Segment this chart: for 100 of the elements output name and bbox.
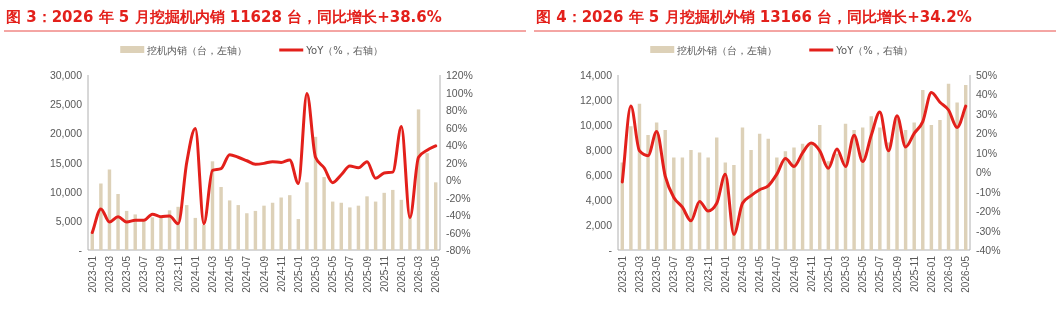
chart-title: 图 3：2026 年 5 月挖掘机内销 11628 台，同比增长+38.6% bbox=[6, 8, 442, 26]
bar bbox=[159, 216, 163, 250]
y-tick-label: 30,000 bbox=[49, 69, 83, 81]
x-tick-label: 2023-01 bbox=[86, 255, 98, 293]
bar bbox=[706, 157, 710, 250]
bar bbox=[305, 182, 309, 250]
y-tick-label: 10,000 bbox=[49, 185, 83, 198]
y2-tick-label: 40% bbox=[446, 139, 468, 151]
y2-tick-label: -80% bbox=[446, 244, 471, 256]
x-tick-label: 2023-11 bbox=[702, 255, 714, 292]
y-tick-label: 8,000 bbox=[585, 144, 613, 156]
x-tick-label: 2024-01 bbox=[189, 255, 201, 293]
x-tick-label: 2024-07 bbox=[771, 255, 783, 293]
x-tick-label: 2026-01 bbox=[395, 255, 407, 293]
x-tick-label: 2026-03 bbox=[943, 255, 955, 293]
bar bbox=[749, 150, 753, 250]
bar bbox=[365, 196, 369, 250]
y2-tick-label: 100% bbox=[446, 86, 473, 99]
y2-tick-label: -20% bbox=[446, 191, 471, 204]
x-tick-label: 2026-03 bbox=[413, 255, 425, 293]
y2-tick-label: 30% bbox=[976, 107, 998, 120]
x-tick-label: 2023-05 bbox=[651, 255, 663, 293]
x-tick-label: 2023-01 bbox=[616, 255, 628, 293]
bar bbox=[142, 220, 146, 250]
x-tick-label: 2023-03 bbox=[633, 255, 645, 293]
bar bbox=[245, 213, 249, 250]
y-tick-label: 12,000 bbox=[579, 94, 613, 106]
x-tick-label: 2024-03 bbox=[206, 255, 218, 293]
y2-tick-label: -40% bbox=[976, 244, 1001, 256]
y2-tick-label: -20% bbox=[976, 205, 1001, 218]
y2-tick-label: -60% bbox=[446, 226, 471, 239]
bar bbox=[852, 130, 856, 250]
bar bbox=[646, 135, 650, 250]
y-tick-label: - bbox=[78, 244, 83, 256]
bar bbox=[382, 192, 386, 250]
y-tick-label: 15,000 bbox=[49, 156, 83, 169]
x-tick-label: 2023-03 bbox=[103, 255, 115, 293]
y2-tick-label: 0% bbox=[446, 174, 462, 186]
line-series bbox=[620, 91, 968, 236]
bar bbox=[219, 187, 223, 250]
x-tick-label: 2023-11 bbox=[172, 255, 184, 292]
legend-label: 挖机内销（台，左轴） bbox=[147, 45, 248, 56]
bar bbox=[279, 197, 283, 250]
bar bbox=[878, 127, 882, 250]
y-tick-label: 4,000 bbox=[585, 194, 613, 206]
y2-tick-label: -10% bbox=[976, 185, 1001, 198]
bar bbox=[408, 215, 412, 250]
x-tick-label: 2025-11 bbox=[908, 255, 920, 292]
y-tick-label: 10,000 bbox=[579, 119, 613, 131]
legend-label: YoY（%，右轴） bbox=[305, 45, 383, 56]
bar bbox=[895, 118, 899, 250]
x-tick-label: 2024-05 bbox=[754, 255, 766, 293]
x-tick-label: 2023-09 bbox=[685, 255, 697, 293]
y2-tick-label: 40% bbox=[976, 88, 998, 101]
bar bbox=[955, 102, 959, 250]
bar bbox=[792, 147, 796, 250]
x-tick-label: 2026-01 bbox=[925, 255, 937, 293]
x-tick-label: 2024-05 bbox=[224, 255, 236, 293]
y2-tick-label: 0% bbox=[976, 166, 992, 179]
y2-tick-label: 20% bbox=[446, 156, 468, 169]
x-tick-label: 2025-05 bbox=[327, 255, 339, 293]
x-tick-label: 2025-03 bbox=[310, 255, 322, 293]
bar bbox=[809, 142, 813, 250]
x-tick-label: 2024-09 bbox=[788, 255, 800, 293]
line-series bbox=[90, 91, 438, 234]
bar bbox=[202, 224, 206, 250]
bar bbox=[912, 122, 916, 250]
y2-tick-label: 10% bbox=[976, 146, 998, 159]
bar bbox=[116, 194, 120, 250]
x-tick-label: 2024-07 bbox=[241, 255, 253, 293]
x-tick-label: 2024-01 bbox=[719, 255, 731, 293]
legend-label: YoY（%，右轴） bbox=[835, 45, 913, 56]
x-tick-label: 2023-07 bbox=[138, 255, 150, 293]
bar bbox=[262, 205, 266, 250]
bar bbox=[348, 207, 352, 250]
y2-tick-label: 120% bbox=[446, 69, 473, 81]
x-tick-label: 2025-07 bbox=[344, 255, 356, 293]
bar bbox=[938, 120, 942, 250]
x-tick-label: 2025-11 bbox=[378, 255, 390, 292]
y-tick-label: 20,000 bbox=[49, 127, 83, 140]
bar bbox=[99, 183, 103, 250]
x-tick-label: 2025-01 bbox=[822, 255, 834, 293]
x-tick-label: 2025-09 bbox=[361, 255, 373, 293]
x-tick-label: 2025-07 bbox=[874, 255, 886, 293]
x-tick-label: 2025-05 bbox=[857, 255, 869, 293]
y-tick-label: 25,000 bbox=[49, 98, 83, 111]
bar bbox=[322, 177, 326, 250]
x-tick-label: 2023-07 bbox=[668, 255, 680, 293]
x-tick-label: 2024-11 bbox=[275, 255, 287, 292]
y-tick-label: 6,000 bbox=[585, 169, 613, 181]
y-tick-label: 5,000 bbox=[55, 214, 83, 227]
legend-label: 挖机外销（台，左轴） bbox=[677, 45, 778, 56]
y2-tick-label: 60% bbox=[446, 121, 468, 134]
bar bbox=[672, 157, 676, 250]
y2-tick-label: 20% bbox=[976, 127, 998, 140]
x-tick-label: 2025-01 bbox=[292, 255, 304, 293]
bar bbox=[425, 153, 429, 250]
x-tick-label: 2024-09 bbox=[258, 255, 270, 293]
x-tick-label: 2024-11 bbox=[805, 255, 817, 292]
x-tick-label: 2023-05 bbox=[121, 255, 133, 293]
